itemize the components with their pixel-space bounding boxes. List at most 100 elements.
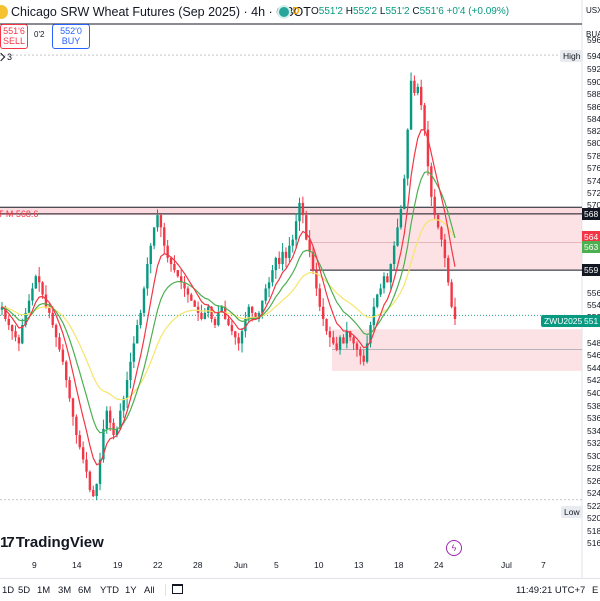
candle-body (186, 288, 190, 295)
candle-body (105, 410, 108, 429)
indicators-toggle[interactable]: 3 (0, 52, 12, 62)
price-axis-label: 522 (587, 501, 600, 511)
price-axis-label: 574 (587, 176, 600, 186)
toolbar-divider (165, 584, 166, 596)
candle-body (443, 239, 447, 258)
candle-body (85, 459, 88, 472)
candle-body (250, 306, 254, 313)
candle-body (71, 398, 75, 417)
price-tag-568: 568 (582, 208, 600, 220)
symbol-logo-icon[interactable] (0, 5, 8, 19)
candle-body (261, 300, 264, 313)
candle-body (173, 264, 176, 271)
timeframe-all[interactable]: All (144, 585, 155, 596)
candle-body (44, 294, 48, 307)
clock[interactable]: 11:49:21 UTC+7 (516, 585, 586, 596)
chevron-down-icon (0, 52, 6, 62)
candle-body (132, 343, 136, 362)
candle-body (81, 447, 85, 460)
price-axis-label: 548 (587, 338, 600, 348)
interval-badge[interactable]: D (292, 6, 300, 17)
candle-body (359, 349, 362, 356)
price-axis-label: 578 (587, 151, 600, 161)
tradingview-logo-text: TradingView (15, 533, 104, 551)
candle-body (450, 282, 453, 307)
symbol-price-tag: ZWU2025 (541, 315, 586, 327)
candle-body (416, 86, 420, 93)
ohlc-legend: O551'2 H552'2 L551'2 C551'6 +0'4 (+0.09%… (311, 6, 509, 17)
candle-body (372, 306, 376, 326)
price-axis-label: 534 (587, 426, 600, 436)
candle-body (139, 312, 142, 326)
candle-body (176, 270, 179, 277)
candle-body (129, 361, 132, 381)
time-axis-label: Jul (501, 560, 512, 570)
buy-button[interactable]: 552'0 BUY (52, 24, 90, 49)
price-tag-564: 564 (582, 231, 600, 243)
time-axis-label: Jun (234, 560, 248, 570)
extended-hours-toggle[interactable]: E (592, 585, 599, 596)
price-axis-label: 596 (587, 35, 600, 45)
bottom-toolbar: 1D 5D 1M 3M 6M YTD 1Y All 11:49:21 UTC+7… (0, 578, 600, 601)
candle-body (75, 416, 78, 436)
currency-label[interactable]: USX (586, 6, 600, 15)
candle-body (146, 264, 149, 289)
candle-body (332, 337, 335, 344)
candle-body (271, 270, 274, 283)
candle-body (169, 257, 173, 265)
symbol-title[interactable]: Chicago SRW Wheat Futures (Sep 2025) · 4… (11, 5, 311, 19)
candle-body (166, 245, 169, 258)
candle-body (264, 288, 267, 301)
candle-body (355, 343, 359, 350)
candle-body (190, 294, 193, 301)
candle-body (294, 221, 298, 240)
sell-label: SELL (2, 36, 26, 46)
ema-mid-line (1, 170, 456, 434)
candle-body (193, 300, 196, 307)
indicator-count: 3 (7, 52, 13, 62)
candle-body (362, 355, 365, 362)
ohlc-low-value: 551'2 (385, 6, 410, 17)
candle-body (423, 105, 426, 130)
candle-body (152, 227, 156, 246)
candle-body (0, 306, 4, 310)
timeframe-3m[interactable]: 3M (58, 585, 72, 596)
ohlc-low-key: L (379, 6, 386, 17)
candle-body (14, 331, 17, 338)
support-zone (332, 329, 582, 371)
market-status-icon[interactable] (279, 7, 289, 17)
lightning-icon[interactable]: ϟ (446, 540, 462, 556)
candle-body (48, 306, 51, 313)
candle-body (27, 300, 31, 313)
price-axis-label: 518 (587, 526, 600, 536)
timeframe-6m[interactable]: 6M (78, 585, 92, 596)
price-tag-551: 551 (582, 315, 600, 327)
timeframe-1d[interactable]: 1D (2, 585, 15, 596)
price-tag-559: 559 (582, 264, 600, 276)
candle-body (278, 257, 281, 265)
price-axis-label: 576 (587, 163, 600, 173)
calendar-icon[interactable] (172, 584, 183, 594)
timeframe-1m[interactable]: 1M (37, 585, 51, 596)
sell-button[interactable]: 551'6 SELL (0, 24, 28, 49)
tradingview-logo[interactable]: 17 TradingView (0, 533, 104, 551)
timeframe-1y[interactable]: 1Y (125, 585, 137, 596)
price-axis-label: 582 (587, 126, 600, 136)
timeframe-5d[interactable]: 5D (18, 585, 31, 596)
candle-body (267, 282, 271, 289)
candle-body (237, 337, 240, 344)
candle-body (21, 325, 24, 344)
candle-body (352, 337, 355, 344)
candle-body (325, 318, 328, 332)
candle-body (281, 251, 284, 265)
ohlc-close-key: C (412, 6, 420, 17)
price-axis-label: 544 (587, 363, 600, 373)
candle-body (217, 312, 220, 326)
time-axis-label: 24 (434, 560, 444, 570)
candle-body (240, 331, 244, 344)
candle-body (413, 80, 416, 93)
price-axis-label: 540 (587, 388, 600, 398)
timeframe-ytd[interactable]: YTD (100, 585, 119, 596)
ema-fast-line (1, 129, 456, 466)
